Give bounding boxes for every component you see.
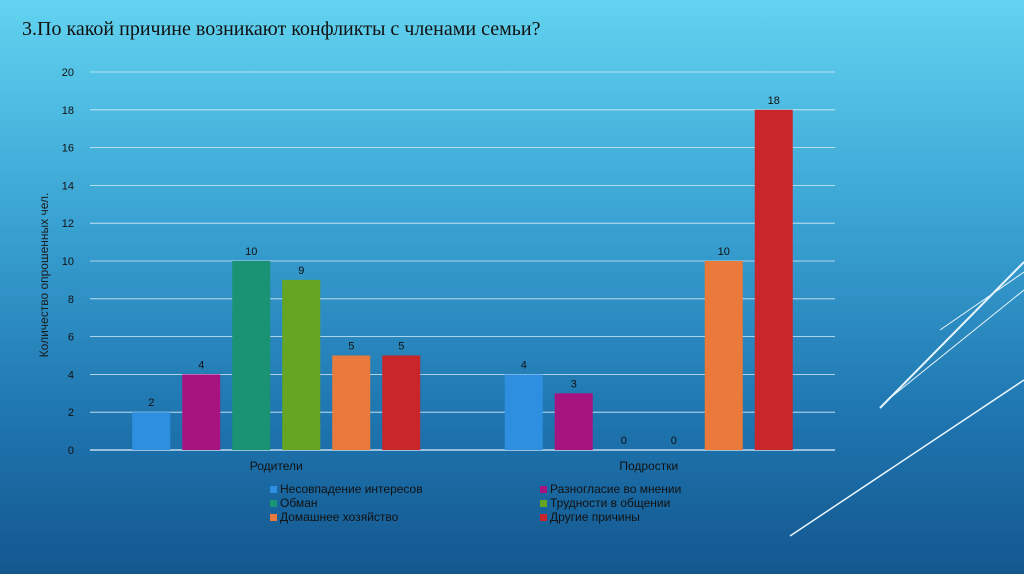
slide-title: 3.По какой причине возникают конфликты с… [22, 18, 541, 40]
data-label: 10 [718, 246, 730, 258]
bar [754, 109, 793, 451]
y-axis-ticks: 0 2 4 6 8 10 12 14 16 18 20 [62, 67, 74, 457]
legend-item: Обман [270, 496, 318, 510]
y-tick-label: 10 [62, 256, 74, 268]
data-label: 0 [621, 435, 627, 447]
y-tick-label: 8 [68, 294, 74, 306]
legend-swatch [270, 514, 277, 521]
data-label: 3 [571, 378, 577, 390]
decorative-line [939, 271, 1024, 331]
legend-item: Несовпадение интересов [270, 482, 423, 496]
decorative-line [889, 289, 1024, 399]
legend-item: Трудности в общении [540, 496, 670, 510]
y-tick-label: 14 [62, 180, 74, 192]
legend-item: Разногласие во мнении [540, 482, 681, 496]
legend-swatch [270, 500, 277, 507]
bar [554, 393, 593, 450]
data-label: 0 [671, 435, 677, 447]
y-axis-label: Количество опрошенных чел. [37, 193, 51, 358]
decorative-lines [789, 261, 1024, 537]
legend-swatch [540, 514, 547, 521]
legend-label: Другие причины [550, 510, 640, 524]
legend-label: Несовпадение интересов [280, 482, 423, 496]
y-tick-label: 18 [62, 105, 74, 117]
legend-swatch [540, 486, 547, 493]
bar [504, 374, 543, 450]
data-label: 18 [768, 95, 780, 107]
x-axis-categories: Родители Подростки [250, 459, 678, 473]
legend-label: Трудности в общении [550, 496, 670, 510]
legend-label: Обман [280, 496, 318, 510]
y-tick-label: 12 [62, 218, 74, 230]
y-tick-label: 6 [68, 332, 74, 344]
bar [332, 355, 371, 450]
bar [182, 374, 221, 450]
legend: Несовпадение интересов Разногласие во мне… [270, 482, 681, 524]
legend-item: Домашнее хозяйство [270, 510, 399, 524]
legend-label: Домашнее хозяйство [280, 510, 399, 524]
decorative-line [879, 261, 1024, 409]
bar [704, 261, 743, 450]
legend-label: Разногласие во мнении [550, 482, 681, 496]
bar [382, 355, 421, 450]
bar [282, 279, 321, 450]
data-label: 4 [198, 359, 204, 371]
data-label: 9 [298, 265, 304, 277]
decorative-line [789, 379, 1024, 537]
y-tick-label: 2 [68, 407, 74, 419]
data-label: 5 [398, 341, 404, 353]
bar [132, 412, 171, 450]
data-label: 5 [348, 341, 354, 353]
data-labels: 2 4 10 9 5 5 4 3 0 0 10 18 [148, 95, 780, 447]
y-tick-label: 16 [62, 143, 74, 155]
bars [132, 109, 793, 451]
x-category-label: Родители [250, 459, 303, 473]
y-tick-label: 20 [62, 67, 74, 79]
legend-swatch [540, 500, 547, 507]
bar [232, 261, 271, 450]
legend-item: Другие причины [540, 510, 640, 524]
legend-swatch [270, 486, 277, 493]
y-tick-label: 0 [68, 445, 74, 457]
data-label: 2 [148, 397, 154, 409]
data-label: 10 [245, 246, 257, 258]
y-tick-label: 4 [68, 369, 74, 381]
data-label: 4 [521, 359, 527, 371]
x-category-label: Подростки [619, 459, 678, 473]
